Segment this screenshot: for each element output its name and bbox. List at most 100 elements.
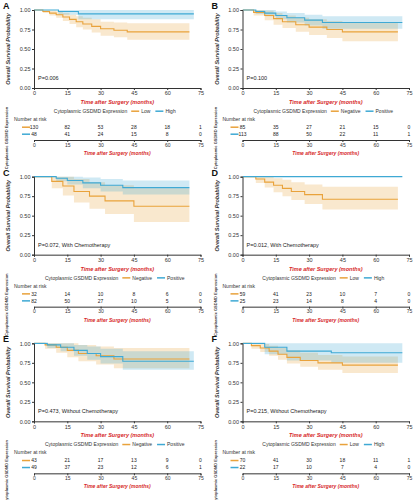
legend-title: Cytoplasmic GSDMD Expression [253,108,327,114]
confidence-band [34,177,189,222]
tick-mark [32,363,34,364]
tick-label: 60 [373,308,379,314]
tick-label: 0.00 [20,419,31,425]
tick: 75 [407,473,413,481]
plot-area [34,343,194,370]
tick: 15 [65,140,71,148]
tick: 15 [274,307,280,315]
tick-label: 0 [241,257,244,263]
risk-row-marker [22,300,30,302]
tick-label: 30 [307,308,313,314]
tick: 15 [65,88,71,96]
risk-count: 22 [240,464,246,470]
tick-label: 60 [373,90,379,96]
tick-mark [241,49,243,50]
tick: 0 [241,255,244,263]
plot-area [243,177,403,210]
tick: 75 [406,88,412,96]
tick-label: 0 [241,424,244,430]
tick-mark [241,235,243,236]
tick: 0.75 [20,360,34,366]
tick-mark [32,30,34,31]
tick: 45 [132,140,138,148]
axis-line [35,474,202,476]
tick-label: 30 [98,308,104,314]
risk-table-title: Number at risk [223,283,256,289]
x-axis-title: Time after Surgery (months) [80,99,154,105]
tick: 15 [65,255,71,263]
axis: 0.000.250.500.751.00 [228,341,243,425]
tick: 0.25 [20,399,34,405]
tick: 15 [273,88,279,96]
risk-count: 53 [98,124,104,130]
risk-count: 17 [98,457,104,463]
x-axis-title: Time after Surgery (months) [289,266,363,272]
risk-count: 5 [166,298,169,304]
tick-label: 1.00 [228,174,239,180]
tick: 60 [373,88,379,96]
tick-label: 0.00 [20,85,31,91]
risk-table-y-title: Cytoplasmic GSDMD Expression [213,106,218,169]
tick: 15 [273,421,279,429]
tick: 0 [33,255,36,263]
tick: 60 [165,88,171,96]
annotation: P=0.012, With Chemotherapy [247,242,320,248]
axis: 01530456075 [242,307,413,315]
axis-line [241,344,244,422]
survival-curve [243,177,398,200]
risk-count: 21 [340,124,346,130]
plot-area [243,343,403,373]
y-axis-title: Overall Survival Probability [5,346,11,418]
tick-label: 45 [340,257,346,263]
tick: 0.25 [228,232,242,238]
risk-table-x-title: Time after Surgery (months) [292,150,359,156]
tick-label: 45 [131,90,137,96]
tick-mark [241,343,243,344]
tick-label: 0.75 [228,193,239,199]
tick-label: 0.25 [20,399,31,405]
survival-curve [243,10,403,22]
legend-swatch [131,110,139,112]
legend-label: Low [350,441,360,447]
risk-count: 12 [131,464,137,470]
figure: A015304560750.000.250.500.751.00Overall … [0,0,417,500]
risk-count: 23 [98,464,104,470]
x-axis-title: Time after Surgery (months) [289,99,363,105]
risk-row-marker [22,467,30,469]
tick: 30 [98,307,104,315]
tick: 15 [65,421,71,429]
axis-line [243,307,410,309]
tick: 30 [307,421,313,429]
risk-count: 27 [306,124,312,130]
panel: D015304560750.000.250.500.751.00Overall … [212,168,413,336]
tick: 60 [373,140,379,148]
tick-label: 30 [98,424,104,430]
tick: 75 [198,421,204,429]
legend-swatch [122,444,130,446]
tick-label: 0.50 [228,380,239,386]
tick: 60 [373,421,379,429]
tick-label: 0.25 [20,232,31,238]
tick: 0 [241,421,244,429]
risk-row-marker [231,300,239,302]
tick-label: 75 [407,475,413,481]
tick-mark [32,343,34,344]
tick-label: 45 [132,142,138,148]
confidence-band [34,177,189,195]
plot-area [243,10,403,41]
tick-label: 75 [406,90,412,96]
confidence-band [243,10,403,29]
tick-mark [32,88,34,89]
x-axis-title: Time after Surgery (months) [80,266,154,272]
legend: Cytoplasmic GSDMD ExpressionLowHigh [262,275,384,281]
tick-label: 0.75 [228,360,239,366]
x-axis-title: Time after Surgery (months) [80,432,154,438]
tick-label: 15 [274,475,280,481]
tick: 75 [198,473,204,481]
legend-swatch [364,277,372,279]
tick-label: 75 [198,424,204,430]
risk-count: 0 [199,131,202,137]
risk-count: 1 [199,464,202,470]
risk-count: 6 [166,464,169,470]
axis-line [35,141,202,143]
